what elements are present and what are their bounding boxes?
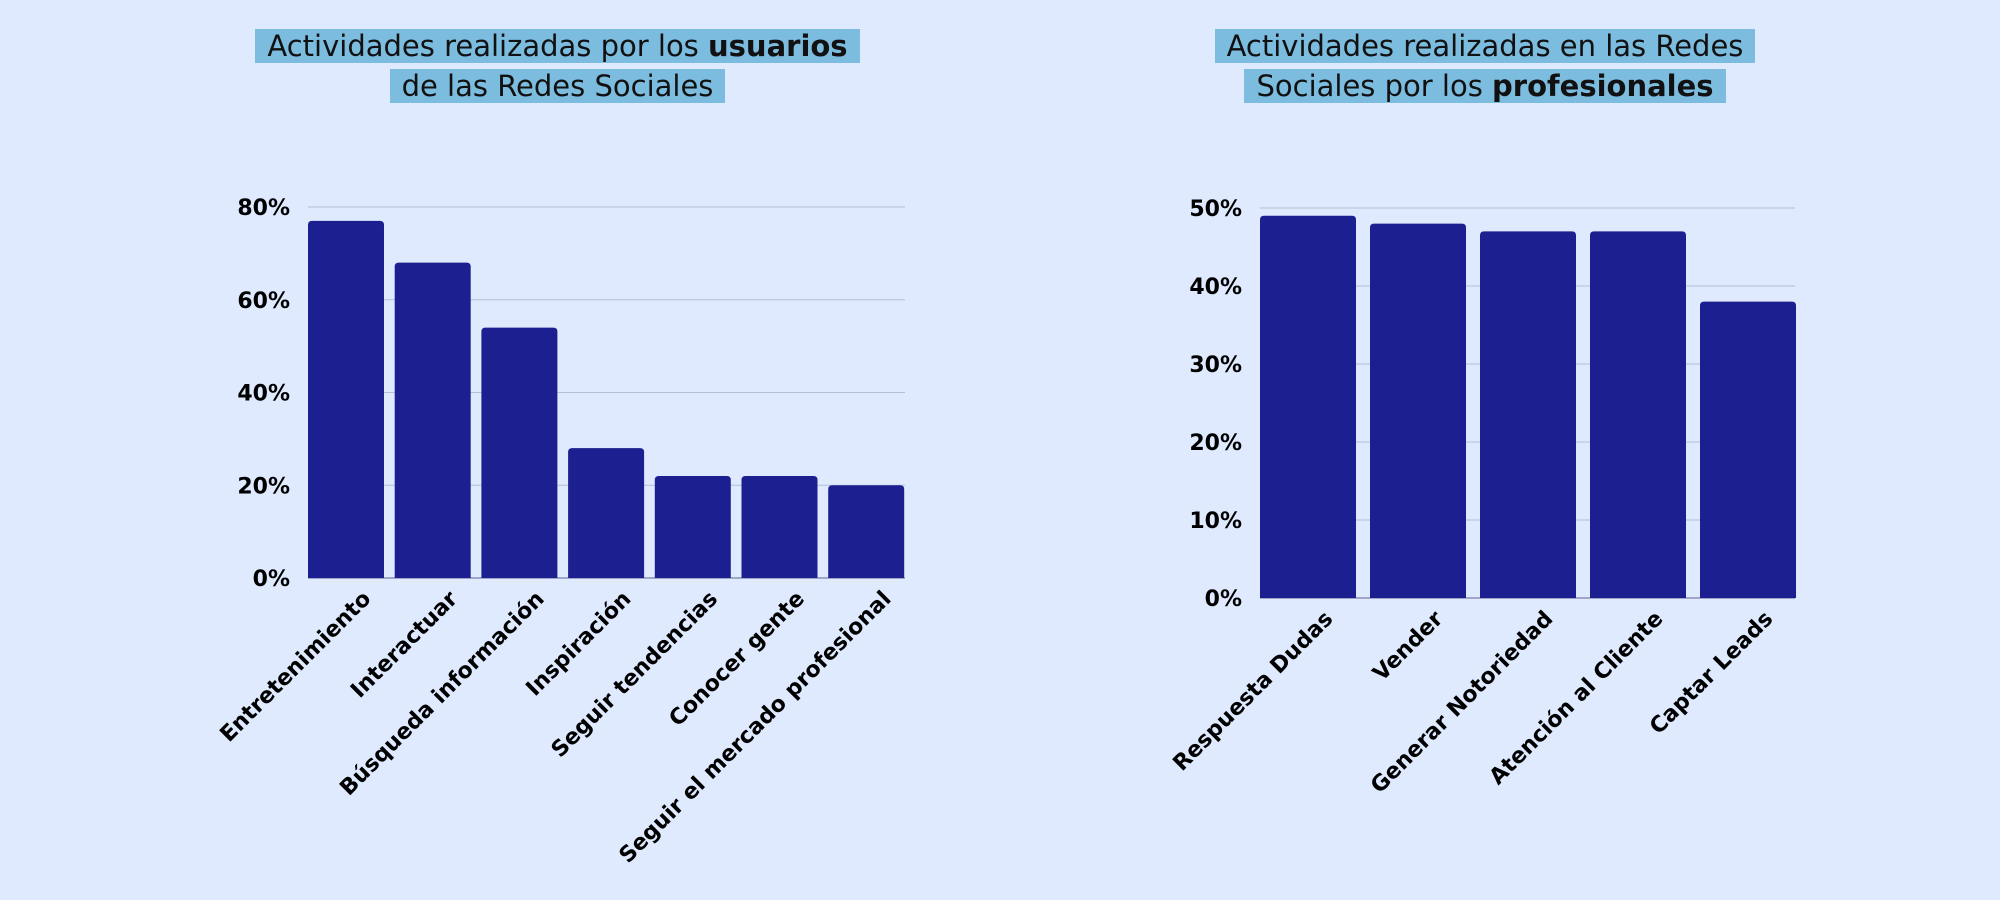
y-tick-label: 40% <box>1189 275 1242 300</box>
y-tick-label: 10% <box>1189 509 1242 534</box>
y-tick-label: 0% <box>253 567 290 592</box>
y-tick-label: 20% <box>237 474 290 499</box>
x-category-label: Entretenimiento <box>216 587 377 748</box>
y-tick-label: 0% <box>1205 587 1242 612</box>
title-part: de las Redes Sociales <box>401 69 714 103</box>
bar-7 <box>828 485 905 578</box>
bar-2 <box>1370 223 1466 598</box>
title-part: profesionales <box>1492 69 1714 103</box>
y-tick-label: 80% <box>237 196 290 221</box>
chart-1-title: Actividades realizadas por los usuarios d… <box>200 26 915 106</box>
bar-6 <box>741 475 818 578</box>
y-tick-label: 40% <box>237 382 290 407</box>
y-tick-label: 20% <box>1189 431 1242 456</box>
x-category-label: Seguir tendencias <box>547 587 723 763</box>
bar-3 <box>481 327 558 578</box>
x-category-label: Vender <box>1368 606 1448 686</box>
bar-4 <box>568 448 645 578</box>
bar-1 <box>1260 215 1356 599</box>
x-category-label: Respuesta Dudas <box>1169 607 1339 777</box>
title-part: usuarios <box>708 29 848 63</box>
title-part: Actividades realizadas en las Redes <box>1226 29 1744 63</box>
bar-3 <box>1480 231 1576 598</box>
bar-5 <box>654 475 731 578</box>
title-part: Sociales por los <box>1256 69 1493 103</box>
chart-2-group: 0% 10% 20% 30% 40% 50% Respuesta Dudas VenderGe… <box>1169 197 1796 799</box>
chart-1-group: 0%20%40%60%80%EntretenimientoInteractuar… <box>216 196 905 868</box>
y-tick-label: 30% <box>1189 353 1242 378</box>
bar-2 <box>394 262 471 578</box>
title-part: Actividades realizadas por los <box>267 29 709 63</box>
bar-4 <box>1590 231 1686 598</box>
y-tick-label: 60% <box>237 289 290 314</box>
bar-5 <box>1700 301 1796 598</box>
bar-1 <box>308 220 384 578</box>
y-tick-label: 50% <box>1189 197 1242 222</box>
chart-2-title: Actividades realizadas en las Redes Socia… <box>1130 26 1840 106</box>
x-category-label: Generar Notoriedad <box>1366 607 1558 799</box>
